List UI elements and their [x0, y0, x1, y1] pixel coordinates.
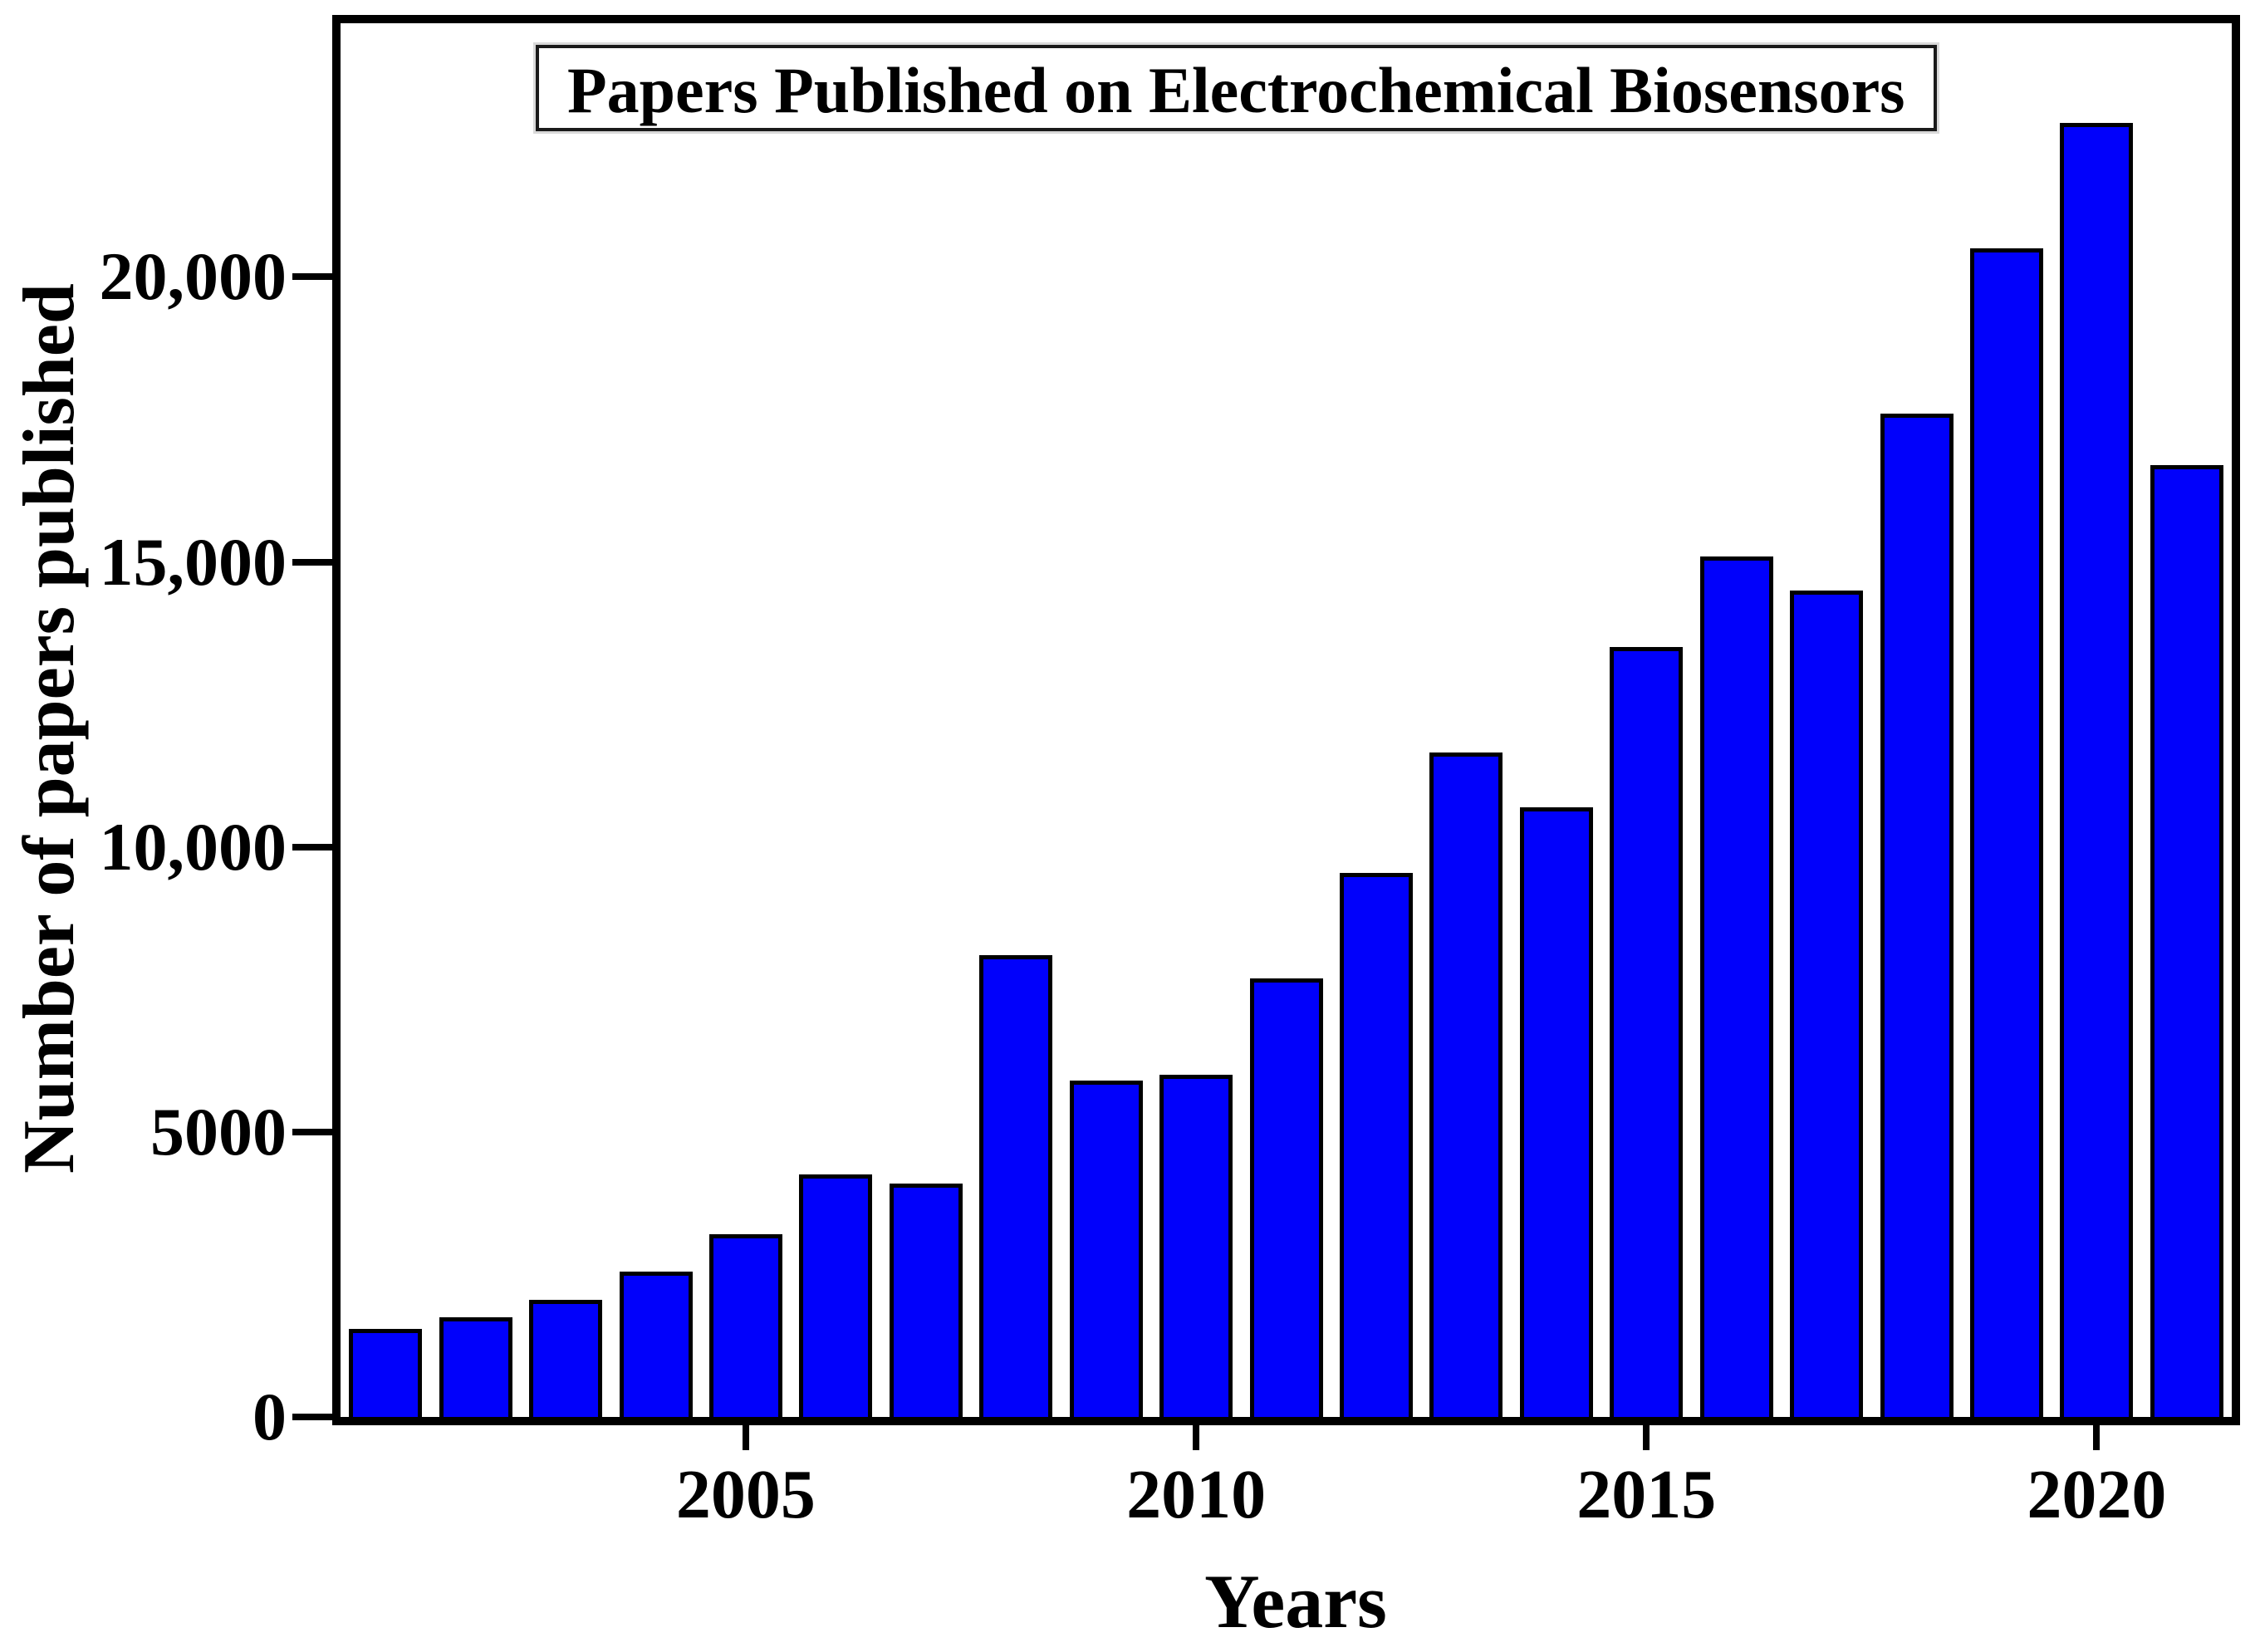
- bar-2010: [1159, 1075, 1233, 1417]
- plot-inner: [341, 23, 2232, 1417]
- bar-2012: [1339, 873, 1413, 1417]
- bar-2020: [2060, 123, 2134, 1417]
- x-tick-2010: [1193, 1425, 1200, 1450]
- bar-2017: [1790, 591, 1864, 1417]
- x-tick-label-2015: 2015: [1576, 1456, 1717, 1533]
- plot-area: [332, 15, 2240, 1425]
- x-tick-2020: [2093, 1425, 2101, 1450]
- y-tick-20000: [292, 273, 332, 281]
- y-axis-label: Number of papers published: [9, 283, 90, 1174]
- bar-2008: [979, 955, 1053, 1417]
- x-tick-label-2020: 2020: [2027, 1456, 2167, 1533]
- x-axis-label: Years: [1204, 1559, 1387, 1644]
- x-tick-2005: [742, 1425, 749, 1450]
- bar-2015: [1610, 647, 1684, 1417]
- y-tick-label-20000: 20,000: [99, 238, 287, 315]
- y-tick-label-15000: 15,000: [99, 523, 287, 600]
- bar-2013: [1429, 752, 1503, 1417]
- bar-2007: [889, 1184, 963, 1417]
- bar-2002: [439, 1317, 512, 1417]
- bar-2018: [1880, 414, 1954, 1417]
- y-tick-15000: [292, 558, 332, 566]
- bar-2021: [2150, 465, 2223, 1417]
- y-tick-5000: [292, 1128, 332, 1135]
- bar-2019: [1969, 248, 2043, 1417]
- bar-2016: [1699, 556, 1773, 1417]
- bar-2001: [349, 1329, 423, 1417]
- y-tick-label-10000: 10,000: [99, 808, 287, 885]
- bar-2006: [799, 1174, 873, 1417]
- y-tick-label-0: 0: [252, 1379, 287, 1454]
- bar-2005: [708, 1234, 782, 1417]
- y-tick-10000: [292, 843, 332, 851]
- chart-title: Papers Published on Electrochemical Bios…: [536, 45, 1937, 131]
- bar-2014: [1519, 807, 1593, 1417]
- y-tick-label-5000: 5000: [150, 1093, 287, 1169]
- x-tick-2015: [1643, 1425, 1650, 1450]
- bar-2009: [1069, 1081, 1143, 1417]
- x-tick-label-2010: 2010: [1126, 1456, 1267, 1533]
- bar-2011: [1249, 978, 1323, 1417]
- bar-2004: [619, 1272, 693, 1417]
- y-tick-0: [292, 1414, 332, 1420]
- bar-2003: [529, 1300, 603, 1417]
- x-tick-label-2005: 2005: [675, 1456, 816, 1533]
